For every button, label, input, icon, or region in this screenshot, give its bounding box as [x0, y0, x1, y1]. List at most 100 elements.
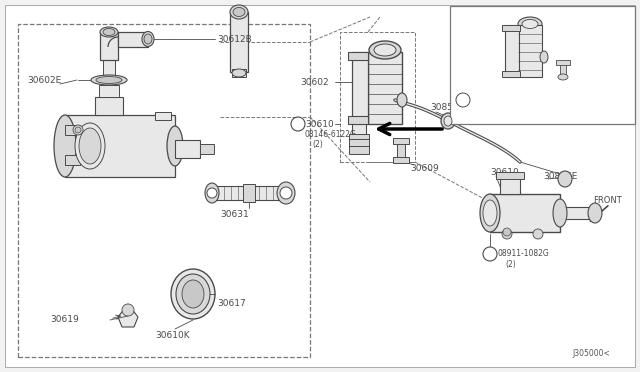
Bar [243, 184, 255, 202]
Circle shape [456, 93, 470, 107]
Text: 30619: 30619 [50, 315, 79, 324]
Ellipse shape [233, 7, 245, 16]
Ellipse shape [374, 44, 396, 56]
Ellipse shape [100, 27, 118, 37]
Bar [340, 32, 415, 162]
Ellipse shape [553, 199, 567, 227]
Text: F/VG35DE: F/VG35DE [455, 14, 500, 23]
Ellipse shape [205, 183, 219, 203]
Text: 30602E: 30602E [27, 76, 61, 84]
Bar [348, 116, 368, 124]
Bar [502, 71, 520, 77]
Bar [393, 138, 409, 144]
Bar [18, 24, 310, 357]
Bar [560, 207, 595, 219]
Ellipse shape [79, 128, 101, 164]
Text: 30610: 30610 [305, 119, 333, 128]
Circle shape [75, 127, 81, 133]
Ellipse shape [518, 17, 542, 31]
Ellipse shape [103, 29, 115, 35]
Ellipse shape [522, 19, 538, 29]
Ellipse shape [558, 74, 568, 80]
Ellipse shape [558, 171, 572, 187]
Bar [65, 125, 80, 135]
Ellipse shape [176, 274, 210, 314]
Ellipse shape [480, 194, 500, 232]
Polygon shape [118, 304, 138, 327]
Ellipse shape [230, 5, 248, 19]
Bar [103, 60, 115, 80]
Ellipse shape [91, 75, 127, 85]
Ellipse shape [369, 41, 401, 59]
Circle shape [280, 187, 292, 199]
Text: (2): (2) [312, 140, 323, 148]
Bar [502, 25, 520, 31]
Bar [349, 146, 369, 154]
Ellipse shape [96, 77, 122, 83]
Circle shape [207, 188, 217, 198]
Bar [490, 194, 560, 232]
Bar [349, 134, 369, 140]
Bar [100, 32, 118, 60]
Circle shape [503, 228, 511, 236]
Text: 30856E: 30856E [430, 103, 465, 112]
Bar [505, 25, 519, 77]
Ellipse shape [483, 200, 497, 226]
Ellipse shape [540, 51, 548, 63]
Text: (2): (2) [505, 260, 516, 269]
Ellipse shape [75, 123, 105, 169]
Bar [118, 32, 148, 47]
Text: 08146-6122G: 08146-6122G [305, 129, 357, 138]
Bar [352, 122, 366, 137]
Ellipse shape [144, 34, 152, 44]
Ellipse shape [397, 93, 407, 107]
Circle shape [483, 247, 497, 261]
Ellipse shape [142, 32, 154, 46]
Bar [450, 6, 635, 124]
Text: (2): (2) [479, 106, 490, 115]
Bar [155, 112, 171, 120]
Text: 30612B: 30612B [217, 35, 252, 44]
Text: 08911-1082G: 08911-1082G [498, 250, 550, 259]
Text: 30631: 30631 [220, 209, 249, 218]
Ellipse shape [232, 69, 246, 77]
Bar [95, 97, 123, 115]
Text: FRONT: FRONT [594, 196, 622, 205]
Ellipse shape [167, 126, 183, 166]
Bar [230, 12, 248, 72]
Bar [352, 52, 368, 124]
Bar [348, 52, 368, 60]
Ellipse shape [171, 269, 215, 319]
Text: N: N [460, 97, 466, 103]
Bar [349, 139, 369, 147]
Bar [368, 52, 402, 124]
Bar [518, 25, 542, 77]
Bar [65, 115, 175, 177]
Bar [232, 69, 246, 77]
Bar [556, 60, 570, 65]
Text: N: N [487, 250, 493, 259]
Bar [393, 157, 409, 163]
Circle shape [533, 229, 543, 239]
Bar [200, 144, 214, 154]
Circle shape [291, 117, 305, 131]
Text: 30610: 30610 [490, 167, 519, 176]
Circle shape [122, 304, 134, 316]
Bar [214, 186, 284, 200]
Ellipse shape [277, 182, 295, 204]
Ellipse shape [54, 115, 76, 177]
Text: 30602: 30602 [457, 45, 482, 55]
Ellipse shape [588, 203, 602, 223]
Text: J305000<: J305000< [572, 350, 610, 359]
Ellipse shape [444, 116, 452, 126]
Bar [65, 155, 80, 165]
Bar [397, 140, 405, 162]
Text: 30609: 30609 [457, 77, 482, 87]
Text: 30617: 30617 [217, 299, 246, 308]
Text: 08911-1082G: 08911-1082G [472, 96, 524, 105]
Text: 30856: 30856 [460, 109, 489, 119]
Circle shape [502, 229, 512, 239]
Bar [560, 61, 566, 77]
Circle shape [73, 125, 83, 135]
Bar [99, 85, 119, 97]
